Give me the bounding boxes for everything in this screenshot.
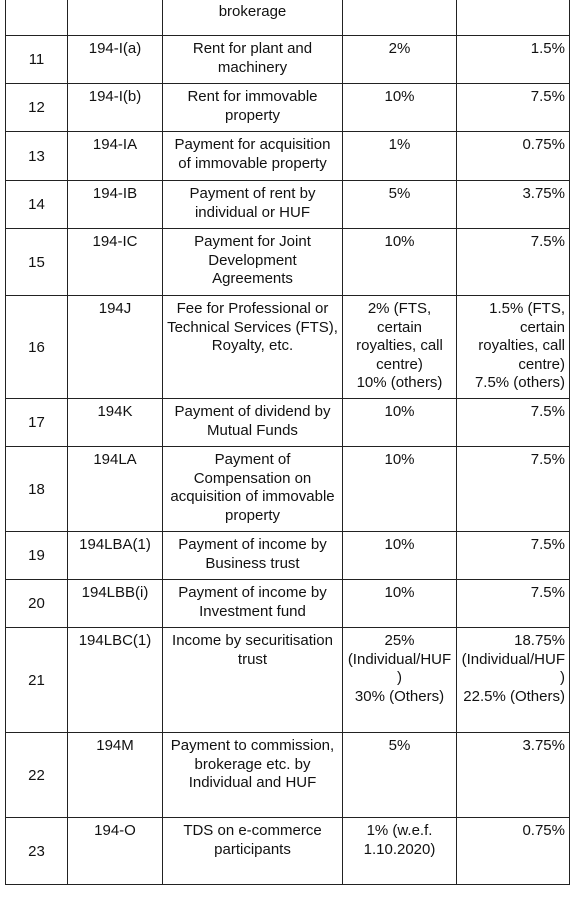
table-row: 13 194-IA Payment for acquisition of immov… bbox=[5, 131, 570, 181]
rate-cell: 2% (FTS, certain royalties, call centre)… bbox=[342, 295, 457, 399]
reduced-rate-cell: 3.75% bbox=[456, 180, 570, 229]
tds-table: brokerage 11 194-I(a) Rent for plant and m… bbox=[5, 0, 570, 885]
reduced-rate-cell: 7.5% bbox=[456, 228, 570, 296]
nature-cell: Payment of rent by individual or HUF bbox=[162, 180, 343, 229]
section-cell: 194J bbox=[67, 295, 163, 399]
nature-cell: Payment of income by Business trust bbox=[162, 531, 343, 580]
reduced-rate-cell: 7.5% bbox=[456, 398, 570, 447]
serial-cell: 20 bbox=[5, 579, 68, 628]
table-row: 19 194LBA(1) Payment of income by Business… bbox=[5, 531, 570, 580]
cell bbox=[342, 0, 457, 36]
serial-cell: 12 bbox=[5, 83, 68, 132]
section-cell: 194LBA(1) bbox=[67, 531, 163, 580]
table-row: 23 194-O TDS on e-commerce participants 1% … bbox=[5, 817, 570, 885]
rate-cell: 10% bbox=[342, 579, 457, 628]
rate-cell: 2% bbox=[342, 35, 457, 84]
reduced-rate-cell: 0.75% bbox=[456, 131, 570, 181]
reduced-rate-cell: 0.75% bbox=[456, 817, 570, 885]
continuation-row: brokerage bbox=[5, 0, 570, 36]
serial-cell: 11 bbox=[5, 35, 68, 84]
reduced-rate-cell: 1.5% bbox=[456, 35, 570, 84]
rate-cell: 1% bbox=[342, 131, 457, 181]
rate-cell: 1% (w.e.f. 1.10.2020) bbox=[342, 817, 457, 885]
rate-cell: 10% bbox=[342, 398, 457, 447]
section-cell: 194-IA bbox=[67, 131, 163, 181]
rate-cell: 10% bbox=[342, 446, 457, 532]
serial-cell: 21 bbox=[5, 627, 68, 733]
cell bbox=[67, 0, 163, 36]
serial-cell: 19 bbox=[5, 531, 68, 580]
reduced-rate-cell: 7.5% bbox=[456, 579, 570, 628]
rate-cell: 5% bbox=[342, 180, 457, 229]
section-cell: 194LA bbox=[67, 446, 163, 532]
table-body: brokerage 11 194-I(a) Rent for plant and m… bbox=[5, 0, 570, 885]
cell bbox=[5, 0, 68, 36]
nature-cell: brokerage bbox=[162, 0, 343, 36]
serial-cell: 22 bbox=[5, 732, 68, 818]
section-cell: 194-I(b) bbox=[67, 83, 163, 132]
rate-cell: 25% (Individual/HUF) 30% (Others) bbox=[342, 627, 457, 733]
reduced-rate-cell: 3.75% bbox=[456, 732, 570, 818]
reduced-rate-cell: 7.5% bbox=[456, 446, 570, 532]
section-cell: 194-O bbox=[67, 817, 163, 885]
nature-cell: Payment to commission, brokerage etc. by… bbox=[162, 732, 343, 818]
section-cell: 194M bbox=[67, 732, 163, 818]
rate-cell: 10% bbox=[342, 531, 457, 580]
table-row: 11 194-I(a) Rent for plant and machinery 2%… bbox=[5, 35, 570, 84]
nature-cell: Payment for acquisition of immovable pro… bbox=[162, 131, 343, 181]
serial-cell: 17 bbox=[5, 398, 68, 447]
serial-cell: 13 bbox=[5, 131, 68, 181]
nature-cell: Payment for Joint Development Agreements bbox=[162, 228, 343, 296]
reduced-rate-cell: 7.5% bbox=[456, 531, 570, 580]
nature-cell: Income by securitisation trust bbox=[162, 627, 343, 733]
table-row: 16 194J Fee for Professional or Technical … bbox=[5, 295, 570, 399]
table-row: 14 194-IB Payment of rent by individual or… bbox=[5, 180, 570, 229]
nature-cell: Payment of dividend by Mutual Funds bbox=[162, 398, 343, 447]
table-row: 22 194M Payment to commission, brokerage e… bbox=[5, 732, 570, 818]
table-row: 18 194LA Payment of Compensation on acquis… bbox=[5, 446, 570, 532]
serial-cell: 16 bbox=[5, 295, 68, 399]
reduced-rate-cell: 7.5% bbox=[456, 83, 570, 132]
nature-cell: Payment of income by Investment fund bbox=[162, 579, 343, 628]
nature-cell: TDS on e-commerce participants bbox=[162, 817, 343, 885]
serial-cell: 18 bbox=[5, 446, 68, 532]
rate-cell: 10% bbox=[342, 83, 457, 132]
reduced-rate-cell: 18.75% (Individual/HUF) 22.5% (Others) bbox=[456, 627, 570, 733]
nature-cell: Rent for immovable property bbox=[162, 83, 343, 132]
table-row: 12 194-I(b) Rent for immovable property 10%… bbox=[5, 83, 570, 132]
nature-cell: Payment of Compensation on acquisition o… bbox=[162, 446, 343, 532]
section-cell: 194-I(a) bbox=[67, 35, 163, 84]
rate-cell: 5% bbox=[342, 732, 457, 818]
serial-cell: 14 bbox=[5, 180, 68, 229]
nature-cell: Rent for plant and machinery bbox=[162, 35, 343, 84]
section-cell: 194LBB(i) bbox=[67, 579, 163, 628]
serial-cell: 23 bbox=[5, 817, 68, 885]
section-cell: 194LBC(1) bbox=[67, 627, 163, 733]
section-cell: 194-IB bbox=[67, 180, 163, 229]
table-row: 20 194LBB(i) Payment of income by Investme… bbox=[5, 579, 570, 628]
reduced-rate-cell: 1.5% (FTS, certain royalties, call centr… bbox=[456, 295, 570, 399]
section-cell: 194-IC bbox=[67, 228, 163, 296]
table-row: 15 194-IC Payment for Joint Development Ag… bbox=[5, 228, 570, 296]
nature-cell: Fee for Professional or Technical Servic… bbox=[162, 295, 343, 399]
table-row: 17 194K Payment of dividend by Mutual Fund… bbox=[5, 398, 570, 447]
serial-cell: 15 bbox=[5, 228, 68, 296]
rate-cell: 10% bbox=[342, 228, 457, 296]
table-row: 21 194LBC(1) Income by securitisation trus… bbox=[5, 627, 570, 733]
section-cell: 194K bbox=[67, 398, 163, 447]
cell bbox=[456, 0, 570, 36]
